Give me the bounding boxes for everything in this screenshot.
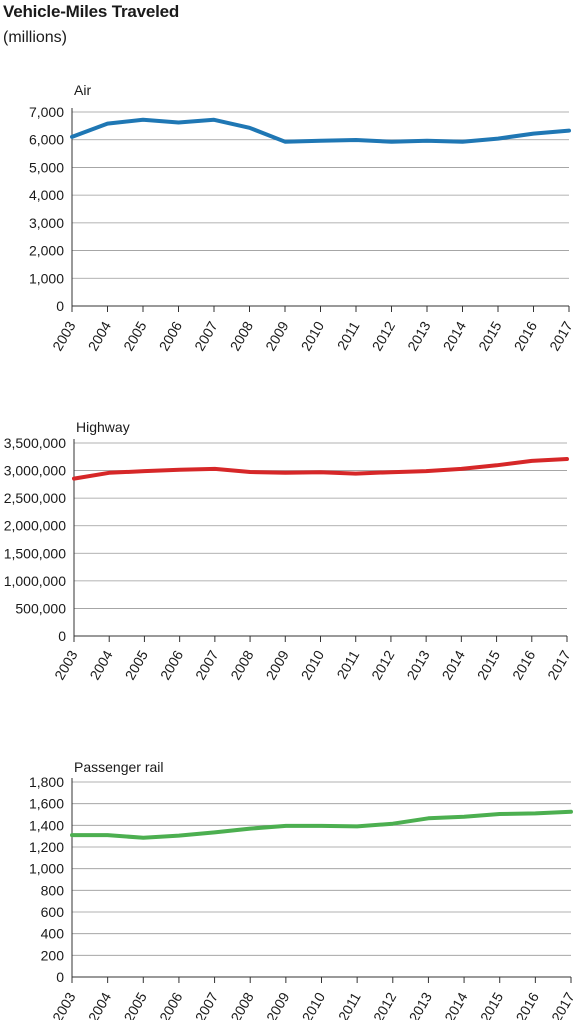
y-tick-label: 2,500,000 [4, 490, 66, 506]
x-tick-label: 2011 [335, 989, 364, 1020]
x-tick-label: 2015 [477, 989, 507, 1020]
chart-highway: Highway 0 500,000 1,000,000 1,500,000 2,000,0… [4, 419, 574, 682]
x-tick-label: 2015 [475, 318, 505, 353]
x-tick-label: 2003 [49, 989, 79, 1020]
x-tick-label: 2017 [546, 318, 576, 353]
y-tick-label: 3,000 [29, 215, 64, 231]
x-tick-label: 2011 [333, 647, 362, 681]
y-tick-label: 500,000 [15, 600, 66, 616]
y-tick-label: 1,000,000 [4, 573, 66, 589]
x-tick-label: 2005 [120, 989, 150, 1020]
x-tick-label: 2013 [406, 989, 436, 1020]
x-tick-label: 2010 [298, 318, 328, 353]
y-tick-label: 1,800 [29, 774, 64, 790]
chart-air: Air 0 1,000 2,000 3,000 4,000 5,000 6,000 7,000 2… [29, 82, 576, 353]
y-tick-label: 7,000 [29, 104, 64, 120]
x-tick-label: 2004 [85, 318, 115, 353]
x-tick-label: 2006 [156, 318, 186, 353]
page-subtitle: (millions) [3, 29, 67, 46]
x-tick-label: 2008 [227, 989, 257, 1020]
chart-title: Highway [76, 419, 130, 435]
x-tick-label: 2009 [262, 318, 292, 353]
y-tick-label: 5,000 [29, 159, 64, 175]
x-tick-label: 2009 [262, 647, 292, 682]
x-tick-label: 2014 [441, 989, 471, 1020]
y-tick-label: 600 [41, 904, 65, 920]
y-tick-label: 1,600 [29, 796, 64, 812]
x-tick-label: 2015 [474, 647, 504, 682]
x-tick-label: 2007 [192, 647, 222, 682]
chart-passenger-rail: Passenger rail 0 200 400 600 800 1,000 1,200 1,4… [29, 759, 578, 1020]
y-tick-label: 400 [41, 926, 65, 942]
x-tick-label: 2017 [548, 989, 578, 1020]
x-tick-label: 2010 [299, 989, 329, 1020]
series-line-passenger-rail [70, 809, 573, 840]
y-tick-label: 4,000 [29, 187, 64, 203]
x-tick-label: 2012 [370, 989, 400, 1020]
x-tick-label: 2004 [86, 647, 116, 682]
x-tick-label: 2017 [544, 647, 574, 682]
page-title: Vehicle-Miles Traveled [3, 2, 180, 21]
x-tick-label: 2013 [403, 647, 433, 682]
y-tick-label: 1,000 [29, 861, 64, 877]
x-tick-label: 2013 [404, 318, 434, 353]
y-tick-label: 2,000,000 [4, 518, 66, 534]
x-tick-label: 2003 [49, 318, 79, 353]
y-tick-label: 2,000 [29, 243, 64, 259]
y-tick-label: 0 [56, 298, 64, 314]
y-tick-label: 1,000 [29, 270, 64, 286]
x-tick-label: 2006 [156, 989, 186, 1020]
y-tick-label: 6,000 [29, 132, 64, 148]
x-tick-label: 2016 [513, 989, 543, 1020]
y-tick-label: 1,500,000 [4, 545, 66, 561]
x-tick-label: 2011 [334, 318, 363, 352]
chart-title: Passenger rail [74, 759, 164, 775]
x-tick-label: 2009 [263, 989, 293, 1020]
x-tick-label: 2005 [122, 647, 152, 682]
y-tick-label: 1,400 [29, 817, 64, 833]
x-tick-label: 2004 [85, 989, 115, 1020]
y-tick-label: 800 [41, 882, 65, 898]
x-tick-label: 2007 [191, 318, 221, 353]
x-tick-label: 2016 [509, 647, 539, 682]
series-line-highway [72, 457, 569, 481]
x-tick-label: 2012 [368, 647, 398, 682]
x-tick-label: 2008 [227, 647, 257, 682]
x-tick-label: 2012 [369, 318, 399, 353]
y-tick-label: 0 [56, 969, 64, 985]
x-tick-label: 2003 [51, 647, 81, 682]
x-tick-label: 2014 [440, 318, 470, 353]
x-tick-label: 2008 [227, 318, 257, 353]
chart-title: Air [74, 82, 91, 98]
y-tick-label: 200 [41, 947, 65, 963]
x-tick-label: 2016 [511, 318, 541, 353]
x-tick-label: 2010 [298, 647, 328, 682]
x-tick-label: 2007 [192, 989, 222, 1020]
x-tick-label: 2005 [120, 318, 150, 353]
y-tick-label: 3,500,000 [4, 435, 66, 451]
x-tick-label: 2006 [157, 647, 187, 682]
x-tick-label: 2014 [439, 647, 469, 682]
y-tick-label: 0 [58, 628, 66, 644]
y-tick-label: 3,000,000 [4, 463, 66, 479]
y-tick-label: 1,200 [29, 839, 64, 855]
series-line-air [70, 117, 571, 144]
